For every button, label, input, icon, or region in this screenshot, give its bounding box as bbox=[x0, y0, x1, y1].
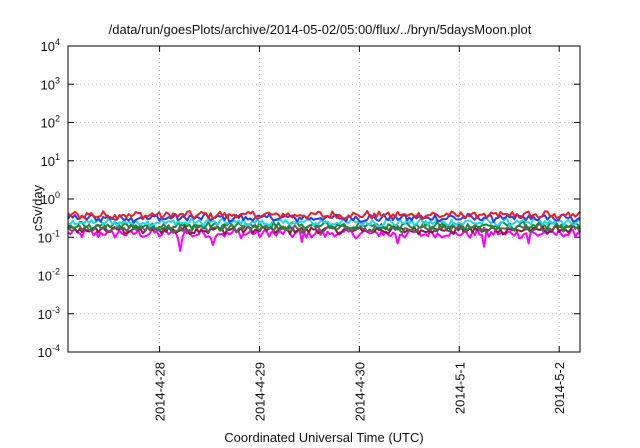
x-tick-label: 2014-4-29 bbox=[252, 362, 267, 421]
y-tick-label: 10-2 bbox=[38, 267, 60, 284]
series-line bbox=[67, 212, 581, 224]
x-axis-label: Coordinated Universal Time (UTC) bbox=[224, 430, 424, 445]
x-tick-label: 2014-4-28 bbox=[153, 362, 168, 421]
x-tick-label: 2014-5-2 bbox=[552, 362, 567, 414]
series-line bbox=[67, 210, 581, 220]
y-tick-label: 10-4 bbox=[38, 343, 60, 360]
y-tick-label: 10-3 bbox=[38, 305, 60, 322]
series-line bbox=[67, 222, 581, 234]
y-tick-label: 101 bbox=[41, 152, 60, 169]
y-tick-label: 102 bbox=[41, 114, 60, 131]
chart-title: /data/run/goesPlots/archive/2014-05-02/0… bbox=[108, 22, 532, 37]
series-line bbox=[67, 217, 581, 228]
y-tick-label: 104 bbox=[41, 37, 60, 54]
plot-frame bbox=[67, 45, 581, 353]
y-tick-label: 100 bbox=[41, 190, 60, 207]
y-tick-label: 10-1 bbox=[38, 228, 60, 245]
y-tick-label: 103 bbox=[41, 75, 60, 92]
x-tick-label: 2014-5-1 bbox=[452, 362, 467, 414]
x-tick-label: 2014-4-30 bbox=[352, 362, 367, 421]
